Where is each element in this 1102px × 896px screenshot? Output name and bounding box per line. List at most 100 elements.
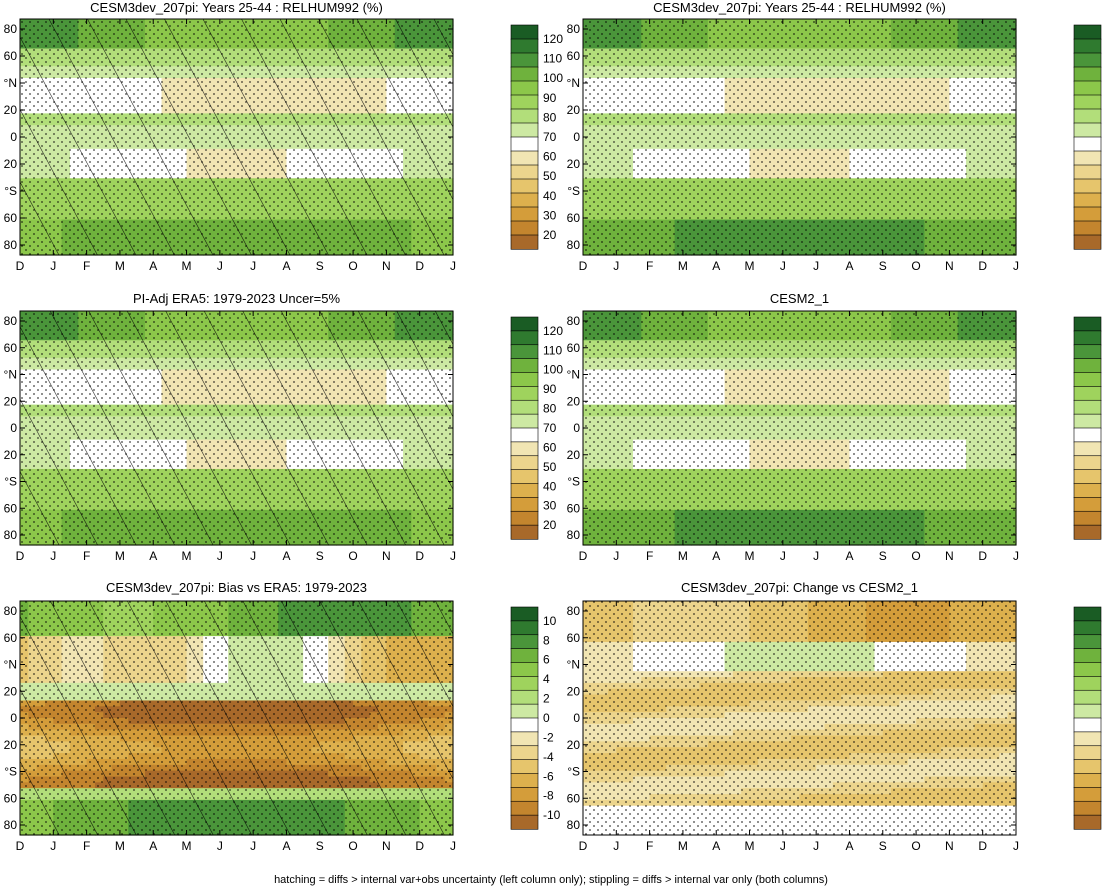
y-tick-label: °S	[567, 184, 580, 198]
colorbar-label: 80	[543, 110, 557, 124]
x-tick-label: S	[879, 259, 887, 273]
y-tick-label: 20	[4, 157, 18, 171]
x-tick-label: D	[579, 259, 588, 273]
x-tick-label: O	[348, 259, 357, 273]
x-tick-label: N	[382, 259, 391, 273]
x-tick-label: J	[613, 259, 619, 273]
y-tick-label: °S	[4, 184, 17, 198]
stippling-overlay	[583, 19, 1016, 255]
colorbar-label: 110	[543, 52, 562, 66]
chart-title: PI-Adj ERA5: 1979-2023 Uncer=5%	[133, 291, 340, 306]
colorbar-box	[511, 235, 538, 249]
colorbar-label: 100	[543, 71, 563, 85]
x-tick-label: J	[250, 259, 256, 273]
colorbar-box	[511, 39, 538, 53]
colorbar-box	[511, 207, 538, 221]
colorbar-box	[511, 109, 538, 123]
colorbar-box	[1074, 179, 1101, 193]
colorbar-label: 50	[543, 169, 557, 183]
colorbar-box	[1074, 39, 1101, 53]
x-tick-label: J	[780, 259, 786, 273]
x-tick-label: A	[149, 259, 157, 273]
y-tick-label: 20	[567, 103, 581, 117]
y-tick-label: 80	[567, 238, 581, 252]
x-tick-label: F	[83, 259, 90, 273]
chart-panel-1: CESM3dev_207pi: Years 25-44 : RELHUM992 …	[4, 0, 564, 273]
x-tick-label: J	[50, 259, 56, 273]
x-tick-label: M	[745, 259, 755, 273]
colorbar-box	[1074, 137, 1101, 151]
y-tick-label: 80	[4, 22, 18, 36]
colorbar-label: 90	[543, 91, 557, 105]
x-tick-label: J	[813, 259, 819, 273]
x-tick-label: J	[1013, 259, 1019, 273]
x-tick-label: S	[316, 259, 324, 273]
x-tick-label: M	[678, 259, 688, 273]
y-tick-label: 80	[567, 22, 581, 36]
y-tick-label: 80	[4, 238, 18, 252]
colorbar-label: 40	[543, 189, 557, 203]
x-tick-label: J	[217, 259, 223, 273]
colorbar-box	[1074, 53, 1101, 67]
colorbar-box	[511, 81, 538, 95]
chart-title: CESM3dev_207pi: Years 25-44 : RELHUM992 …	[90, 0, 383, 15]
colorbar-box	[511, 165, 538, 179]
y-tick-label: °N	[567, 76, 580, 90]
colorbar-box	[511, 151, 538, 165]
x-tick-label: A	[845, 259, 853, 273]
colorbar-box	[511, 95, 538, 109]
colorbar-box	[511, 67, 538, 81]
y-tick-label: °N	[4, 76, 17, 90]
y-tick-label: 60	[567, 211, 581, 225]
x-tick-label: M	[115, 259, 125, 273]
colorbar-box	[1074, 221, 1101, 235]
y-tick-label: 60	[4, 211, 18, 225]
colorbar-label: 20	[543, 228, 557, 242]
colorbar-box	[511, 123, 538, 137]
x-tick-label: O	[911, 259, 920, 273]
colorbar-box	[1074, 67, 1101, 81]
x-tick-label: N	[945, 259, 954, 273]
y-tick-label: 0	[573, 130, 580, 144]
colorbar-box	[1074, 81, 1101, 95]
colorbar-box	[511, 193, 538, 207]
colorbar-box	[1074, 207, 1101, 221]
x-tick-label: A	[282, 259, 290, 273]
colorbar-box	[511, 137, 538, 151]
colorbar-label: 30	[543, 208, 557, 222]
colorbar: 120 110 100 90 80 70 60 50 40 30 20	[511, 25, 563, 249]
colorbar-label: 70	[543, 130, 557, 144]
colorbar-box	[1074, 193, 1101, 207]
colorbar-label: 120	[543, 32, 563, 46]
x-tick-label: D	[978, 259, 987, 273]
x-tick-label: M	[182, 259, 192, 273]
x-tick-label: J	[450, 259, 456, 273]
chart-title: CESM3dev_207pi: Years 25-44 : RELHUM992 …	[653, 0, 946, 15]
y-tick-label: 0	[10, 130, 17, 144]
colorbar-box	[511, 25, 538, 39]
y-tick-label: 60	[4, 49, 18, 63]
x-tick-label: D	[415, 259, 424, 273]
y-tick-label: 60	[567, 49, 581, 63]
hatching-overlay	[20, 19, 453, 255]
colorbar-label: 60	[543, 150, 557, 164]
colorbar-box	[1074, 25, 1101, 39]
colorbar-box	[1074, 95, 1101, 109]
colorbar-box	[1074, 165, 1101, 179]
colorbar-box	[511, 53, 538, 67]
y-tick-label: 20	[4, 103, 18, 117]
colorbar-box	[1074, 235, 1101, 249]
colorbar-box	[511, 179, 538, 193]
y-tick-label: 20	[567, 157, 581, 171]
x-tick-label: F	[646, 259, 653, 273]
colorbar-box	[1074, 123, 1101, 137]
chart-panel-2: CESM3dev_207pi: Years 25-44 : RELHUM992 …	[567, 0, 1102, 273]
colorbar-box	[511, 221, 538, 235]
x-tick-label: A	[712, 259, 720, 273]
colorbar-box	[1074, 151, 1101, 165]
x-tick-label: D	[16, 259, 25, 273]
